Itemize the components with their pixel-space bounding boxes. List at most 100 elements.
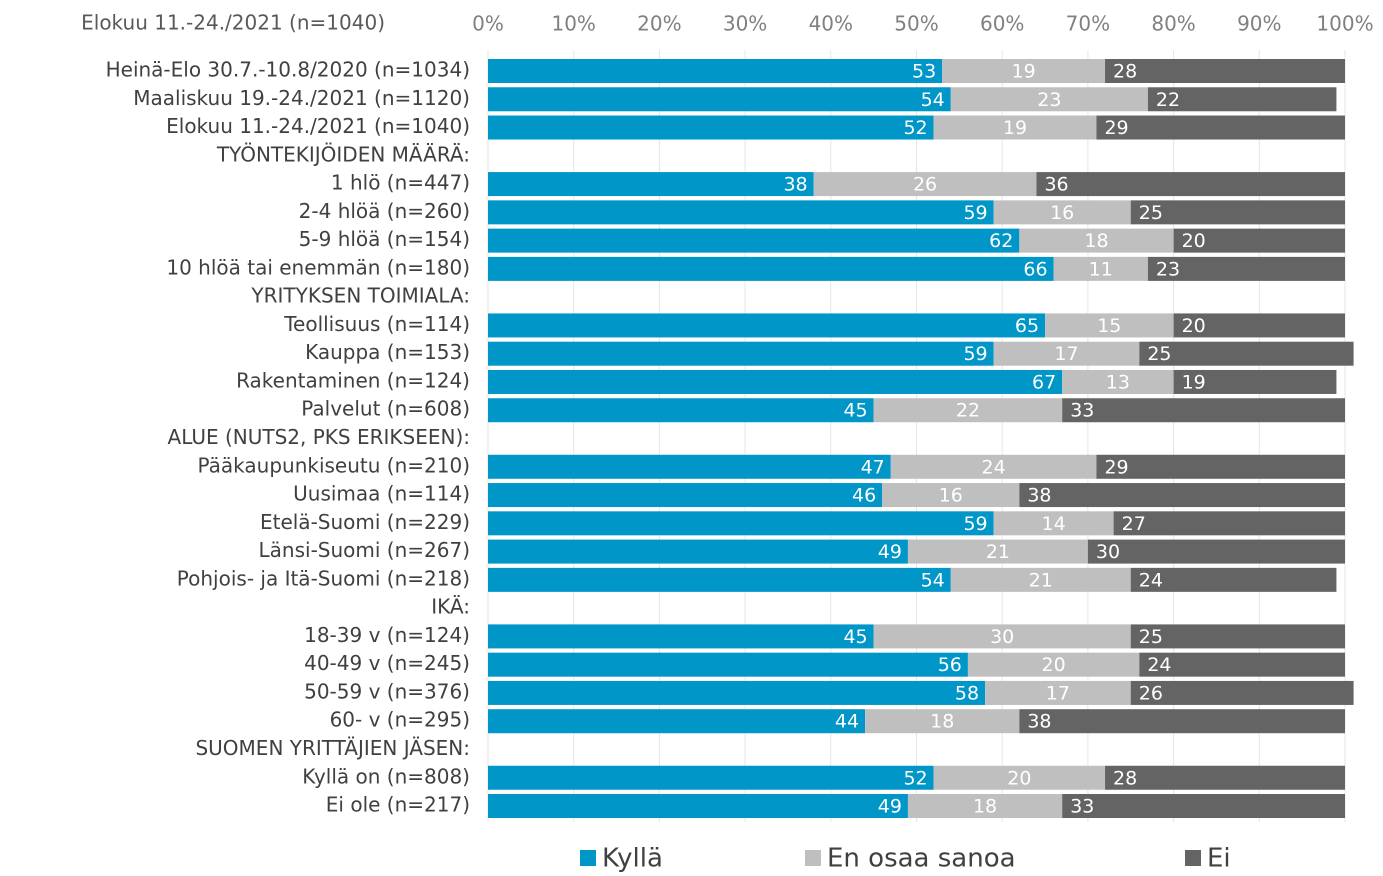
bar-segment	[488, 765, 934, 790]
data-label: 36	[1044, 174, 1068, 196]
x-tick-label: 70%	[1066, 12, 1110, 36]
y-tick-label: Pohjois- ja Itä-Suomi (n=218)	[177, 566, 470, 590]
bar-segment	[1130, 680, 1354, 705]
y-tick-label: Heinä-Elo 30.7.-10.8/2020 (n=1034)	[106, 58, 470, 82]
data-label: 22	[956, 400, 980, 422]
data-label: 56	[938, 654, 962, 676]
legend-swatch	[580, 850, 596, 866]
data-label: 19	[1012, 61, 1036, 83]
y-tick-label: Kauppa (n=153)	[305, 340, 470, 364]
bar-segment	[813, 172, 1037, 197]
bar-segment	[488, 483, 883, 508]
x-tick-label: 0%	[472, 12, 504, 36]
data-label: 27	[1122, 513, 1146, 535]
data-label: 18	[973, 796, 997, 818]
data-label: 21	[1029, 569, 1053, 591]
data-label: 26	[1139, 682, 1163, 704]
data-label: 52	[903, 767, 927, 789]
legend-label: Ei	[1207, 844, 1231, 874]
bar-segment	[873, 624, 1131, 649]
y-tick-label: SUOMEN YRITTÄJIEN JÄSEN:	[195, 736, 470, 760]
data-label: 24	[1147, 654, 1171, 676]
bar-segment	[488, 59, 943, 83]
bar-segment	[488, 624, 874, 649]
data-label: 16	[939, 485, 963, 507]
data-label: 14	[1042, 513, 1066, 535]
bar-segment	[985, 680, 1131, 705]
data-label: 54	[921, 89, 945, 111]
data-label: 59	[963, 513, 987, 535]
bar-segment	[488, 341, 994, 366]
bar-segment	[488, 794, 908, 819]
data-label: 49	[878, 541, 902, 563]
bar-segment	[1147, 256, 1345, 281]
data-label: 24	[1139, 569, 1163, 591]
x-tick-label: 20%	[637, 12, 681, 36]
bar-segment	[488, 200, 994, 225]
data-label: 66	[1023, 258, 1047, 280]
data-label: 38	[1027, 711, 1051, 733]
bar-segment	[950, 87, 1148, 112]
bar-segment	[1113, 511, 1345, 536]
y-tick-label: 1 hlö (n=447)	[331, 171, 470, 195]
data-label: 17	[1054, 343, 1078, 365]
data-label: 28	[1113, 61, 1137, 83]
bar-segment	[488, 511, 994, 536]
data-label: 44	[835, 711, 859, 733]
bar-segment	[1053, 256, 1148, 281]
data-label: 24	[982, 456, 1006, 478]
data-label: 59	[963, 202, 987, 224]
legend-swatch	[805, 850, 821, 866]
y-tick-label: 10 hlöä tai enemmän (n=180)	[166, 255, 470, 279]
y-tick-label: 2-4 hlöä (n=260)	[299, 199, 470, 223]
y-tick-label: 5-9 hlöä (n=154)	[299, 227, 470, 251]
bar-segment	[1139, 341, 1354, 366]
y-tick-label: Kyllä on (n=808)	[302, 764, 470, 788]
bar-segment	[488, 652, 968, 677]
data-label: 20	[1042, 654, 1066, 676]
bar-segment	[1036, 172, 1345, 197]
bar-segment	[1173, 369, 1337, 394]
data-label: 29	[1104, 456, 1128, 478]
data-label: 65	[1015, 315, 1039, 337]
y-tick-label: Elokuu 11.-24./2021 (n=1040)	[166, 114, 470, 138]
data-label: 45	[843, 626, 867, 648]
x-tick-label: 100%	[1316, 12, 1373, 36]
bar-segment	[882, 483, 1020, 508]
data-label: 20	[1182, 230, 1206, 252]
data-label: 20	[1007, 767, 1031, 789]
bar-segment	[933, 115, 1097, 140]
bar-segment	[907, 794, 1063, 819]
data-label: 23	[1156, 258, 1180, 280]
y-tick-label: Palvelut (n=608)	[301, 397, 470, 421]
bar-segment	[967, 652, 1140, 677]
data-label: 16	[1050, 202, 1074, 224]
y-tick-label: TYÖNTEKIJÖIDEN MÄÄRÄ:	[216, 142, 470, 166]
y-tick-label: Etelä-Suomi (n=229)	[260, 510, 470, 534]
bar-segment	[488, 398, 874, 423]
bar-segment	[488, 228, 1020, 253]
data-label: 11	[1089, 258, 1113, 280]
x-tick-label: 10%	[551, 12, 595, 36]
bar-segment	[933, 765, 1106, 790]
y-tick-label: ALUE (NUTS2, PKS ERIKSEEN):	[168, 425, 470, 449]
x-tick-label: 50%	[894, 12, 938, 36]
x-tick-label: 30%	[723, 12, 767, 36]
bar-segment	[488, 256, 1054, 281]
y-tick-label: Pääkaupunkiseutu (n=210)	[197, 453, 470, 477]
bar-segment	[1062, 794, 1345, 819]
data-label: 33	[1070, 400, 1094, 422]
bar-segment	[1019, 228, 1174, 253]
bar-segment	[488, 680, 986, 705]
data-label: 59	[963, 343, 987, 365]
bar-segment	[993, 511, 1114, 536]
legend-label: En osaa sanoa	[827, 844, 1016, 874]
data-label: 29	[1104, 117, 1128, 139]
chart-title: Elokuu 11.-24./2021 (n=1040)	[81, 11, 385, 35]
bar-segment	[488, 539, 908, 564]
data-label: 25	[1147, 343, 1171, 365]
data-label: 23	[1037, 89, 1061, 111]
data-label: 62	[989, 230, 1013, 252]
data-label: 19	[1003, 117, 1027, 139]
y-tick-label: YRITYKSEN TOIMIALA:	[250, 284, 470, 308]
